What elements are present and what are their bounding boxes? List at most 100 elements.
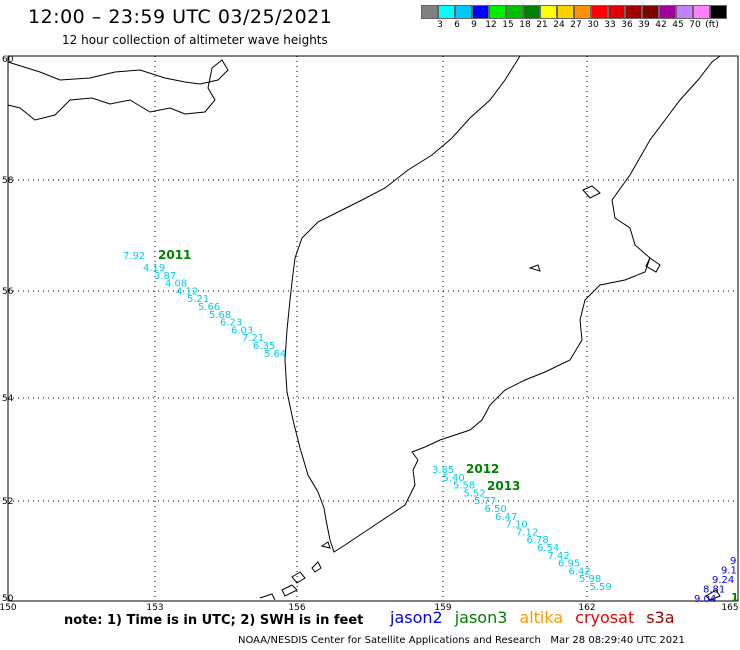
wave-height-value: 6.42 (569, 566, 591, 577)
legend-label: 24 (553, 20, 565, 30)
legend-label: 12 (485, 20, 497, 30)
wave-height-value: 5.64 (264, 349, 286, 360)
legend-swatch (523, 5, 540, 19)
legend-label: (ft) (705, 20, 719, 30)
legend-swatch (642, 5, 659, 19)
credit-line: NOAA/NESDIS Center for Satellite Applica… (238, 635, 685, 646)
satellite-key-cryosat: cryosat (575, 608, 635, 627)
latitude-labels: 60 58 56 54 52 50 (2, 55, 14, 604)
graticule (8, 56, 738, 601)
latitude-label: 50 (2, 594, 14, 604)
legend-label: 6 (454, 20, 460, 30)
map-subtitle: 12 hour collection of altimeter wave hei… (62, 33, 328, 47)
legend-swatch (438, 5, 455, 19)
wave-height-value: 8.81 (703, 585, 725, 596)
wave-height-value: 7.92 (123, 251, 145, 262)
legend-swatch (421, 5, 438, 19)
legend-swatch (608, 5, 625, 19)
satellite-key: jason2 jason3 altika cryosat s3a (390, 608, 687, 627)
wave-height-value: 6.50 (485, 504, 507, 515)
legend-label: 36 (621, 20, 633, 30)
legend-label: 15 (502, 20, 514, 30)
latitude-label: 60 (2, 55, 14, 65)
wave-height-value: 5.40 (443, 473, 465, 484)
wave-height-value: 4.12 (176, 286, 198, 297)
edge-pass-label: 1 (731, 591, 739, 604)
wave-height-value: 3.87 (154, 271, 176, 282)
track-jason3: 7.924.193.874.084.125.215.665.686.236.03… (123, 248, 286, 360)
legend-label: 33 (604, 20, 616, 30)
legend-swatch (540, 5, 557, 19)
legend-swatch (574, 5, 591, 19)
coastline (7, 55, 721, 601)
satellite-key-jason2: jason2 (390, 608, 443, 627)
latitude-label: 52 (2, 497, 13, 507)
footer-note: note: 1) Time is in UTC; 2) SWH is in fe… (64, 613, 364, 628)
longitude-label: 162 (578, 603, 595, 613)
pass-label: 2012 (466, 462, 499, 476)
map-frame (7, 55, 739, 602)
wave-height-value: 6.54 (537, 543, 559, 554)
legend-label: 9 (471, 20, 477, 30)
longitude-label: 159 (434, 603, 451, 613)
track-jason2: 9.048.819.249.19 (694, 556, 737, 605)
wave-height-value: 6.47 (495, 512, 517, 523)
pass-label: 2013 (487, 479, 520, 493)
wave-height-value: 9.24 (712, 575, 734, 586)
longitude-label: 153 (146, 603, 163, 613)
wave-height-value: 6.78 (527, 535, 549, 546)
legend-swatch (591, 5, 608, 19)
wave-height-value: 6.95 (558, 559, 580, 570)
satellite-key-altika: altika (519, 608, 564, 627)
legend-label: 39 (638, 20, 650, 30)
legend-swatch (659, 5, 676, 19)
legend-label: 30 (587, 20, 599, 30)
legend-swatch (710, 5, 727, 19)
legend-label: 42 (655, 20, 667, 30)
wave-height-value: 7.10 (506, 520, 528, 531)
wave-height-value: 5.59 (590, 582, 612, 593)
legend-swatch (625, 5, 642, 19)
longitude-label: 150 (0, 603, 17, 613)
wave-height-value: 6.35 (253, 341, 275, 352)
track-jason3: 2013 (487, 479, 520, 493)
legend-swatch (455, 5, 472, 19)
wave-height-value: 7.21 (242, 333, 264, 344)
wave-height-value: 6.23 (220, 318, 242, 329)
legend-label: 27 (570, 20, 582, 30)
legend-swatch (676, 5, 693, 19)
wave-height-value: 5.66 (198, 302, 220, 313)
wave-height-value: 5.77 (474, 496, 496, 507)
legend-label: 45 (672, 20, 684, 30)
legend-swatch (472, 5, 489, 19)
wave-height-value: 5.58 (453, 481, 475, 492)
wave-height-value: 7.12 (516, 527, 538, 538)
legend-label: 3 (437, 20, 443, 30)
wave-height-value: 5.52 (464, 488, 486, 499)
latitude-label: 56 (2, 287, 14, 297)
legend-swatch (506, 5, 523, 19)
wave-height-value: 5.68 (209, 310, 231, 321)
satellite-key-s3a: s3a (646, 608, 675, 627)
wave-height-value: 4.19 (143, 263, 165, 274)
color-legend: 3 6 9 12 15 18 21 24 27 30 33 36 39 42 45 70 (ft) (421, 5, 740, 31)
wave-height-value: 5.21 (187, 294, 209, 305)
wave-height-value: 4.08 (165, 279, 187, 290)
latitude-label: 54 (2, 394, 14, 404)
altimeter-tracks: 7.924.193.874.084.125.215.665.686.236.03… (123, 248, 739, 605)
map-title: 12:00 – 23:59 UTC 03/25/2021 (28, 6, 333, 28)
legend-swatch (693, 5, 710, 19)
wave-height-value: 6.03 (231, 325, 253, 336)
longitude-label: 165 (721, 603, 738, 613)
wave-height-value: 9.04 (694, 594, 716, 605)
satellite-key-jason3: jason3 (454, 608, 508, 627)
track-jason3: 3.855.405.585.525.776.506.477.107.126.78… (432, 462, 612, 593)
latitude-label: 58 (2, 176, 14, 186)
legend-label: 18 (519, 20, 531, 30)
legend-swatch (557, 5, 574, 19)
pass-label: 2011 (158, 248, 191, 262)
wave-height-value: 5.98 (579, 574, 601, 585)
wave-height-value: 3.85 (432, 465, 454, 476)
legend-labels: 3 6 9 12 15 18 21 24 27 30 33 36 39 42 45 70 (ft) (421, 19, 740, 31)
legend-label: 21 (536, 20, 548, 30)
